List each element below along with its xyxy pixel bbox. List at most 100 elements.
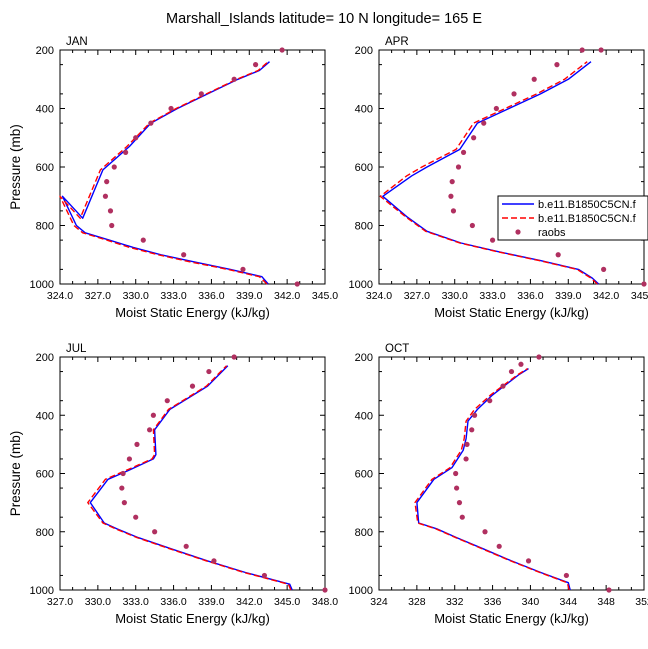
raobs-point [134,441,140,447]
y-tick-label: 800 [355,221,373,233]
raobs-point [518,361,524,367]
raobs-point [107,208,114,214]
model-series-line-dashed [414,368,570,591]
raobs-point [454,485,460,491]
x-tick-label: 340 [522,596,540,608]
raobs-point [496,543,502,549]
y-tick-label: 200 [36,45,54,57]
panels: 324.0 327.0 330.0 333.0 336.0 339.0 342.0 345.0… [8,36,648,626]
raobs-point [579,47,585,53]
model-series-line-dashed [379,61,598,285]
raobs-point [536,354,542,360]
raobs-point [463,456,469,462]
x-axis-label: Moist Static Energy (kJ/kg) [115,305,270,320]
panel-label: APR [385,36,409,48]
model-series-line [89,365,293,591]
x-tick-label: 339.0 [555,290,581,302]
x-tick-label: 339.0 [236,290,262,302]
y-tick-label: 200 [355,352,373,364]
plot-frame [59,356,326,591]
raobs-point [601,266,607,272]
raobs-point [146,427,153,433]
raobs-point [183,543,189,549]
x-tick-label: 348 [597,596,615,608]
model-series-line [416,368,571,591]
plot-frame [378,49,645,285]
raobs-point [252,62,259,68]
x-axis-label: Moist Static Energy (kJ/kg) [434,611,589,626]
panel-apr: 324.0 327.0 330.0 333.0 336.0 339.0 342.0 345.0… [349,36,648,320]
panel-jul: 327.0 330.0 333.0 336.0 339.0 342.0 345.0 348.0… [8,343,338,626]
panel-jan: 324.0 327.0 330.0 333.0 336.0 339.0 342.0 345.0… [8,36,338,320]
model-series-line-dashed [87,365,292,591]
x-tick-label: 336.0 [198,290,224,302]
x-tick-label: 324.0 [47,290,73,302]
y-tick-label: 200 [36,352,54,364]
y-tick-label: 1000 [349,279,373,291]
y-tick-label: 400 [355,104,373,116]
y-tick-label: 800 [355,527,373,539]
raobs-point [133,514,139,520]
y-tick-label: 400 [36,104,54,116]
x-axis-label: Moist Static Energy (kJ/kg) [434,305,589,320]
raobs-point [240,266,246,272]
raobs-point [150,412,156,418]
y-tick-label: 1000 [349,585,373,597]
raobs-point [464,441,470,447]
x-tick-label: 327.0 [404,290,430,302]
legend-marker [515,229,521,235]
panel-label: JUL [66,343,87,355]
raobs-point [456,500,463,506]
raobs-point [121,500,127,506]
raobs-point [120,470,126,477]
raobs-point [198,91,204,97]
raobs-point [211,558,217,564]
raobs-point [109,222,115,229]
raobs-point [322,587,328,593]
x-tick-label: 328 [408,596,426,608]
plot-frame [378,356,645,591]
model-series-line-dashed [59,61,269,285]
raobs-point [453,470,459,477]
y-tick-label: 600 [355,162,373,174]
panel-label: JAN [66,36,88,48]
x-tick-label: 330.0 [85,596,111,608]
raobs-point [598,47,604,53]
x-tick-label: 327.0 [47,596,73,608]
raobs-point [508,368,515,375]
y-tick-label: 600 [36,162,54,174]
x-tick-label: 333.0 [160,290,186,302]
raobs-point [111,164,117,170]
raobs-point [471,135,477,141]
raobs-point [641,281,647,287]
raobs-point [482,529,488,535]
raobs-point [152,529,158,535]
y-tick-label: 400 [36,410,54,422]
raobs-point [148,120,154,126]
raobs-point [511,91,517,97]
raobs-point [525,558,532,564]
x-tick-label: 342.0 [593,290,619,302]
x-tick-label: 324 [370,596,388,608]
y-tick-label: 800 [36,221,54,233]
raobs-point [126,456,133,462]
legend-label: b.e11.B1850C5CN.f [538,199,637,211]
raobs-point [123,149,129,155]
raobs-point [489,237,496,243]
model-series-line [61,61,270,285]
y-tick-label: 1000 [30,585,54,597]
raobs-point [500,383,506,389]
raobs-point [294,281,300,287]
raobs-point [469,427,475,433]
raobs-point [471,412,478,418]
raobs-point [455,164,462,170]
raobs-point [181,252,187,258]
raobs-point [531,76,537,82]
x-tick-label: 327.0 [85,290,111,302]
x-tick-label: 330.0 [442,290,468,302]
x-tick-label: 342.0 [274,290,300,302]
x-tick-label: 345.0 [312,290,338,302]
raobs-point [279,47,285,53]
y-tick-label: 800 [36,527,54,539]
